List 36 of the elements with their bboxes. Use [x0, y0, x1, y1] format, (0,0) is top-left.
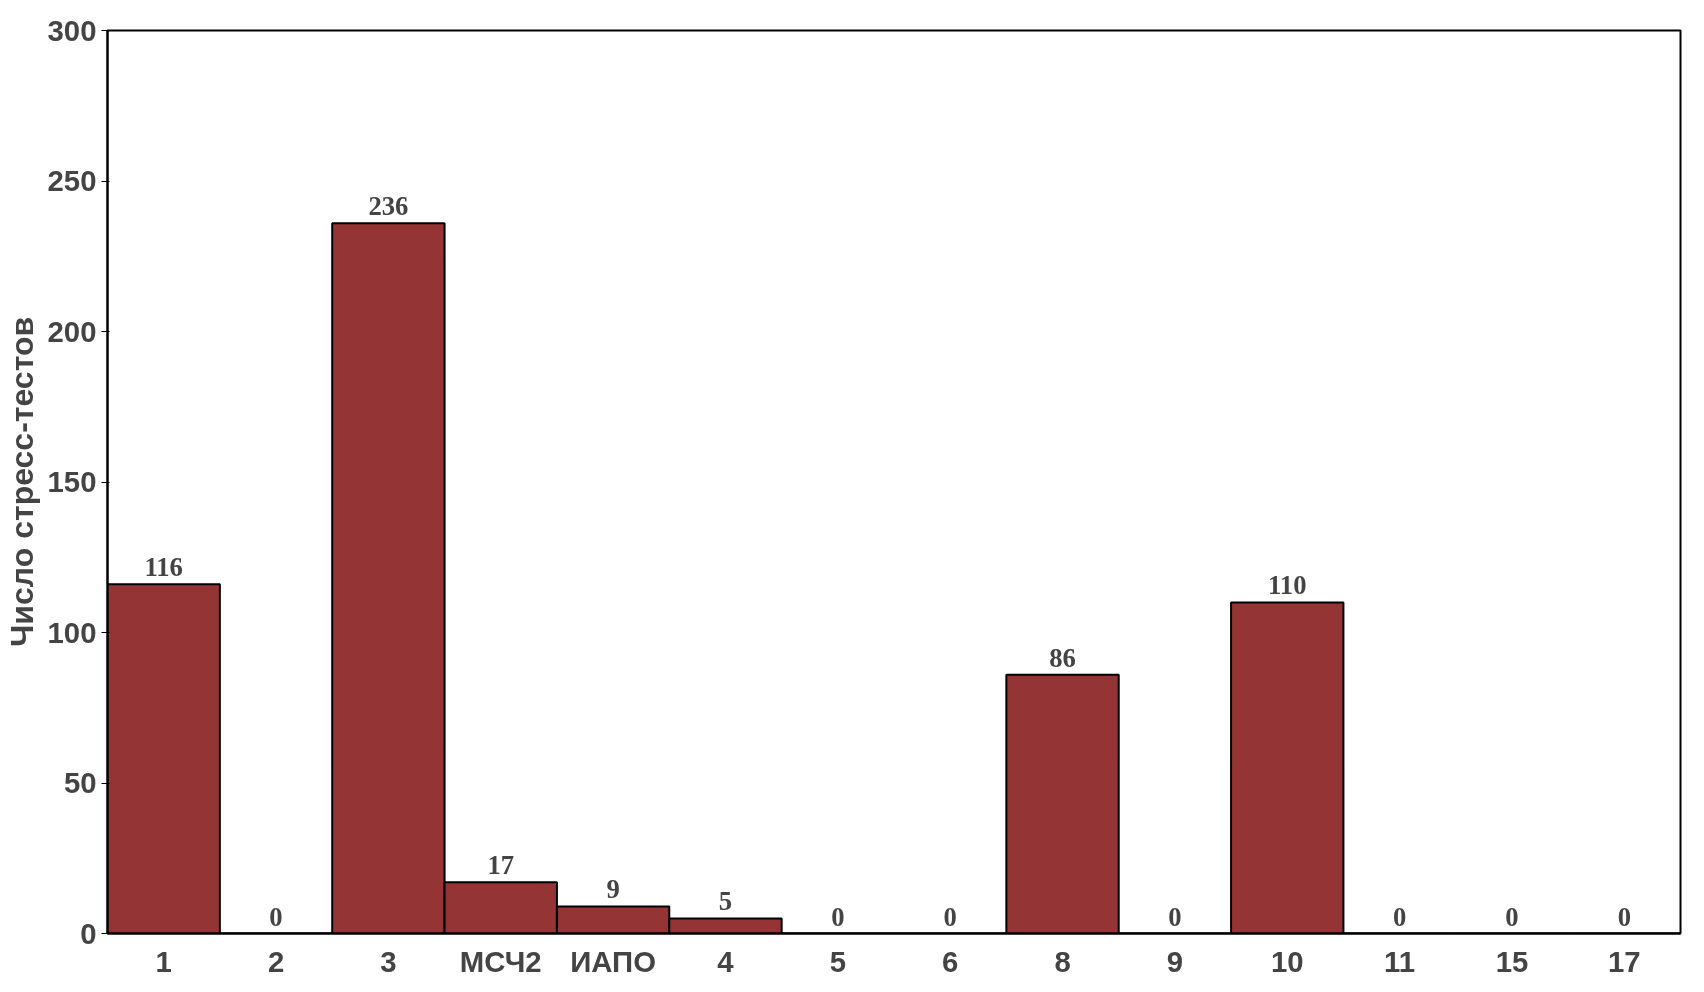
- data-label: 9: [606, 874, 620, 905]
- x-tick-label: 5: [829, 944, 846, 978]
- data-label: 0: [1168, 901, 1182, 932]
- x-tick-label: 2: [267, 944, 285, 978]
- x-tick-label: 9: [1166, 944, 1184, 978]
- data-label: 17: [487, 850, 515, 881]
- x-tick-label: 10: [1270, 944, 1304, 978]
- x-tick-label: 11: [1384, 944, 1416, 978]
- data-label: 110: [1267, 570, 1307, 601]
- y-tick-label: 250: [47, 164, 97, 197]
- x-tick-label: МСЧ2: [459, 944, 542, 978]
- data-label: 116: [144, 552, 183, 583]
- y-axis-title: Число стресс-тестов: [3, 316, 40, 648]
- y-tick-label: 150: [47, 465, 97, 498]
- data-label: 0: [831, 901, 845, 932]
- data-label: 0: [1505, 901, 1519, 932]
- x-tick-label: 3: [380, 944, 397, 978]
- y-tick-label: 50: [63, 766, 97, 799]
- data-label: 0: [269, 901, 283, 932]
- x-tick-label: 4: [717, 944, 735, 978]
- x-tick-label: 17: [1608, 944, 1641, 978]
- data-label: 0: [1392, 901, 1407, 932]
- data-label: 5: [718, 886, 733, 917]
- data-label: 0: [943, 901, 957, 932]
- data-label: 236: [368, 191, 409, 222]
- x-tick-label: 6: [942, 944, 959, 978]
- y-tick-label: 0: [80, 916, 97, 950]
- y-tick-label: 200: [47, 314, 97, 348]
- x-tick-label: ИАПО: [570, 944, 656, 978]
- y-tick-label: 100: [47, 615, 97, 649]
- data-label: 86: [1049, 642, 1076, 673]
- data-label: 0: [1617, 901, 1631, 932]
- y-tick-label: 300: [47, 13, 97, 47]
- x-tick-label: 1: [155, 944, 172, 978]
- x-tick-label: 8: [1054, 944, 1071, 978]
- x-tick-label: 15: [1495, 944, 1529, 978]
